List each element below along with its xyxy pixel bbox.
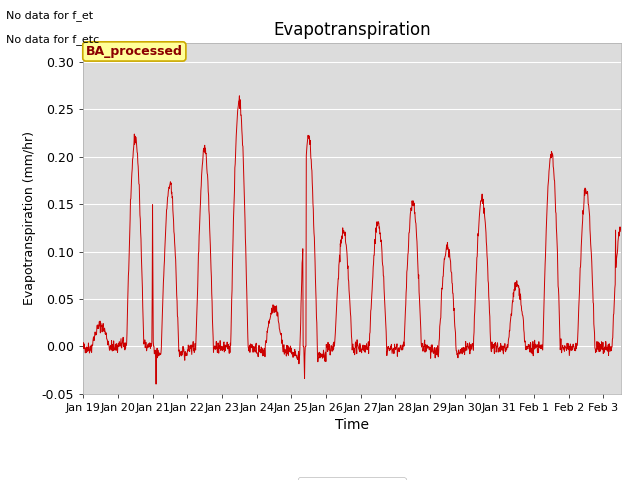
Legend: ET-Tower: ET-Tower	[298, 477, 406, 480]
Y-axis label: Evapotranspiration (mm/hr): Evapotranspiration (mm/hr)	[23, 132, 36, 305]
Title: Evapotranspiration: Evapotranspiration	[273, 21, 431, 39]
X-axis label: Time: Time	[335, 418, 369, 432]
Text: BA_processed: BA_processed	[86, 45, 183, 58]
Text: No data for f_etc: No data for f_etc	[6, 34, 100, 45]
Text: No data for f_et: No data for f_et	[6, 10, 93, 21]
